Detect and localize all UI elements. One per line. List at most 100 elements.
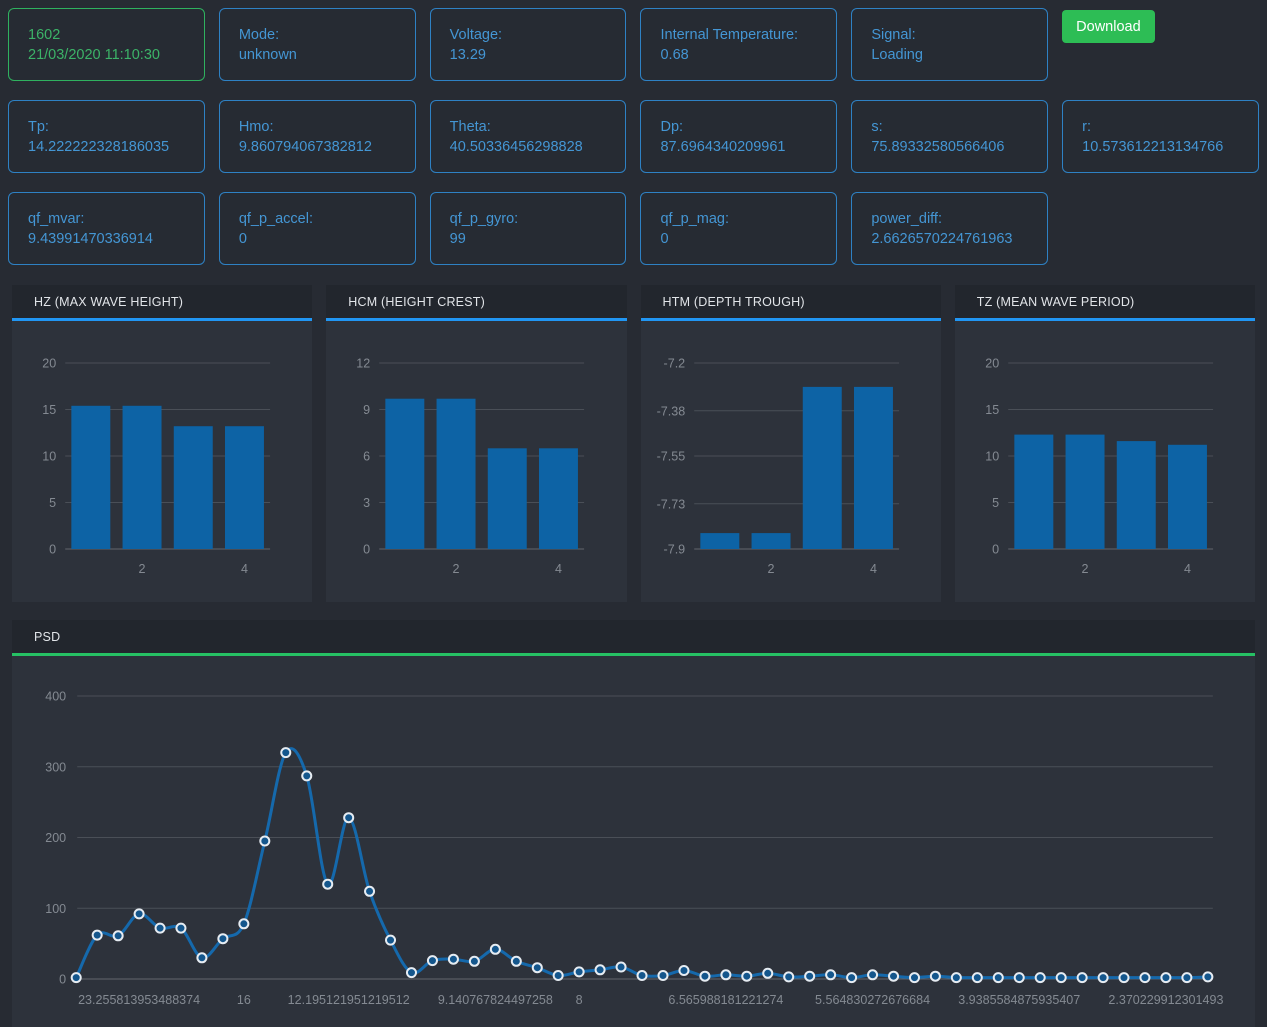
svg-text:23.255813953488374: 23.255813953488374	[78, 993, 200, 1007]
card-theta: Theta: 40.50336456298828	[429, 100, 627, 173]
card-label: qf_p_gyro:	[449, 210, 519, 227]
accent-bar	[12, 653, 1255, 656]
card-label: Signal:	[871, 26, 916, 43]
card-value: 0	[238, 230, 247, 247]
card-mode: Mode: unknown	[218, 8, 416, 81]
card-value: 13.29	[449, 46, 486, 63]
svg-text:4: 4	[869, 562, 876, 576]
svg-text:20: 20	[985, 357, 999, 371]
svg-text:5.564830272676684: 5.564830272676684	[815, 993, 930, 1007]
card-qf-p-mag: qf_p_mag: 0	[640, 192, 838, 265]
card-label: s:	[871, 118, 883, 135]
chart-panel-tz: TZ (MEAN WAVE PERIOD) 20 15 10 5 0 2 4	[954, 285, 1255, 602]
svg-text:8: 8	[576, 993, 583, 1007]
card-dp: Dp: 87.6964340209961	[640, 100, 838, 173]
svg-text:9.140767824497258: 9.140767824497258	[438, 993, 553, 1007]
chart-panel-hz: HZ (MAX WAVE HEIGHT) 20 15 10 5 0 2 4	[12, 285, 313, 602]
svg-text:0: 0	[59, 973, 66, 987]
chart-title: HTM (DEPTH TROUGH)	[640, 285, 941, 318]
bar-chart-hz: 20 15 10 5 0 2 4	[12, 321, 312, 602]
svg-text:6.565988181221274: 6.565988181221274	[668, 993, 783, 1007]
card-label: r:	[1082, 118, 1092, 135]
svg-text:12: 12	[356, 357, 370, 371]
svg-text:10: 10	[985, 450, 999, 464]
download-button[interactable]: Download	[1062, 10, 1155, 43]
card-value: 0.68	[660, 46, 689, 63]
svg-text:20: 20	[42, 357, 56, 371]
card-label: qf_p_accel:	[238, 210, 313, 227]
card-s: s: 75.89332580566406	[851, 100, 1049, 173]
card-label: Internal Temperature:	[660, 26, 799, 43]
card-hmo: Hmo: 9.860794067382812	[218, 100, 416, 173]
svg-text:12.195121951219512: 12.195121951219512	[288, 993, 410, 1007]
svg-text:2: 2	[139, 562, 146, 576]
svg-text:100: 100	[45, 902, 66, 916]
accent-bar	[954, 318, 1255, 321]
svg-text:15: 15	[42, 403, 56, 417]
svg-text:4: 4	[1184, 562, 1191, 576]
svg-text:2: 2	[767, 562, 774, 576]
download-cell: Download	[1062, 8, 1259, 81]
card-tp: Tp: 14.222222328186035	[8, 100, 205, 173]
chart-title: HCM (HEIGHT CREST)	[326, 285, 627, 318]
card-label: 1602	[28, 26, 61, 43]
status-cards: 1602 21/03/2020 11:10:30 Mode: unknown V…	[8, 8, 1259, 265]
accent-bar	[12, 318, 313, 321]
bar-chart-tz: 20 15 10 5 0 2 4	[955, 321, 1255, 602]
card-value: 40.50336456298828	[449, 138, 583, 155]
chart-panel-htm: HTM (DEPTH TROUGH) -7.2 -7.38 -7.55 -7.73 -7…	[640, 285, 941, 602]
card-value: 9.860794067382812	[238, 138, 372, 155]
card-value: unknown	[238, 46, 297, 63]
chart-panel-hcm: HCM (HEIGHT CREST) 12 9 6 3 0 2 4	[326, 285, 627, 602]
empty-cell	[1062, 192, 1259, 265]
svg-text:4: 4	[241, 562, 248, 576]
accent-bar	[640, 318, 941, 321]
card-label: power_diff:	[871, 210, 942, 227]
card-qf-p-gyro: qf_p_gyro: 99	[429, 192, 627, 265]
svg-text:3.9385584875935407: 3.9385584875935407	[958, 993, 1080, 1007]
accent-bar	[326, 318, 627, 321]
svg-text:9: 9	[363, 403, 370, 417]
bar-chart-hcm: 12 9 6 3 0 2 4	[326, 321, 626, 602]
svg-text:200: 200	[45, 831, 66, 845]
card-internal-temperature: Internal Temperature: 0.68	[640, 8, 838, 81]
card-qf-p-accel: qf_p_accel: 0	[218, 192, 416, 265]
chart-title: TZ (MEAN WAVE PERIOD)	[954, 285, 1255, 318]
card-value: 9.43991470336914	[28, 230, 153, 247]
svg-text:3: 3	[363, 496, 370, 510]
card-value: 2.6626570224761963	[871, 230, 1013, 247]
svg-text:10: 10	[42, 450, 56, 464]
chart-panel-psd: PSD 400 300 200 100 0 23.255813953488374 16 12.…	[12, 620, 1255, 1027]
svg-text:0: 0	[363, 543, 370, 557]
svg-text:-7.55: -7.55	[656, 450, 685, 464]
svg-text:0: 0	[49, 543, 56, 557]
chart-title: HZ (MAX WAVE HEIGHT)	[12, 285, 313, 318]
card-label: Tp:	[28, 118, 49, 135]
card-value: 21/03/2020 11:10:30	[28, 46, 160, 63]
svg-text:6: 6	[363, 450, 370, 464]
svg-text:2: 2	[453, 562, 460, 576]
bar-chart-htm: -7.2 -7.38 -7.55 -7.73 -7.9 2 4	[641, 321, 941, 602]
svg-text:5: 5	[49, 496, 56, 510]
card-label: qf_p_mag:	[660, 210, 730, 227]
card-signal: Signal: Loading	[851, 8, 1049, 81]
card-label: Dp:	[660, 118, 684, 135]
svg-text:-7.73: -7.73	[656, 497, 685, 511]
svg-text:15: 15	[985, 403, 999, 417]
card-value: 14.222222328186035	[28, 138, 170, 155]
card-label: Theta:	[449, 118, 491, 135]
svg-text:2: 2	[1081, 562, 1088, 576]
svg-text:-7.9: -7.9	[663, 543, 685, 557]
card-label: Hmo:	[238, 118, 274, 135]
mini-charts-row: HZ (MAX WAVE HEIGHT) 20 15 10 5 0 2 4 HCM (HEI…	[12, 285, 1255, 602]
card-value: 10.573612213134766	[1082, 138, 1224, 155]
card-value: 87.6964340209961	[660, 138, 786, 155]
svg-text:2.370229912301493: 2.370229912301493	[1108, 993, 1223, 1007]
svg-text:5: 5	[992, 496, 999, 510]
card-qf-mvar: qf_mvar: 9.43991470336914	[8, 192, 205, 265]
card-r: r: 10.573612213134766	[1062, 100, 1259, 173]
card-label: Mode:	[238, 26, 280, 43]
card-label: Voltage:	[449, 26, 503, 43]
card-value: 99	[449, 230, 466, 247]
